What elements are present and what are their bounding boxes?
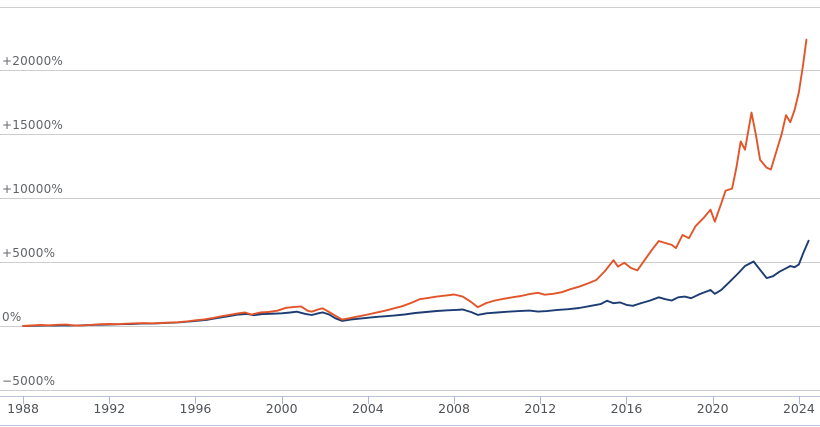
x-tick-label: 1992 [93,401,126,416]
x-tick-label: 1996 [179,401,212,416]
x-tick-label: 1988 [7,401,39,416]
x-tick-label: 2016 [610,401,643,416]
x-tick-label: 2004 [351,401,384,416]
y-tick-label: +5000% [2,246,56,261]
series-blue [22,239,810,327]
x-tick-label: 2008 [438,401,470,416]
y-tick-label: +15000% [2,118,64,133]
x-tick-label: 2000 [265,401,298,416]
x-tick-label: 2020 [696,401,729,416]
x-tick-label: 2012 [524,401,557,416]
y-tick-label: +20000% [2,54,64,69]
y-tick-label: +10000% [2,182,64,197]
x-tick-label: 2024 [782,401,815,416]
y-tick-label: −5000% [2,373,56,388]
y-tick-label: 0% [2,310,22,325]
series-orange [22,38,808,327]
